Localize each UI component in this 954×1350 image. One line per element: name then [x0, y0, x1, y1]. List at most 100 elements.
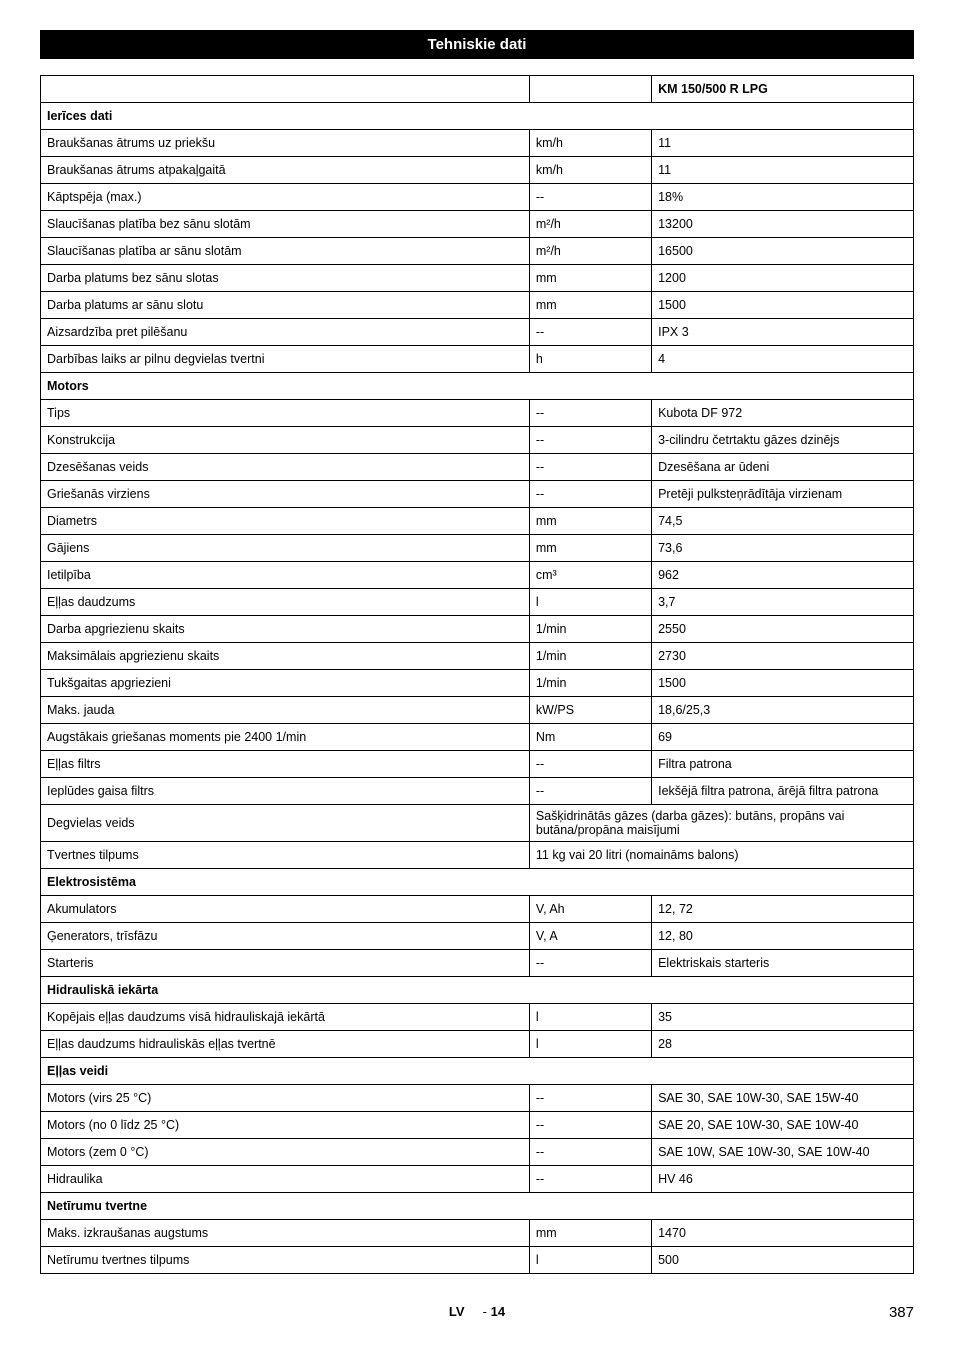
unit-cell: 1/min: [529, 643, 651, 670]
unit-cell: 1/min: [529, 670, 651, 697]
unit-cell: Nm: [529, 724, 651, 751]
value-cell: 73,6: [652, 535, 914, 562]
unit-cell: --: [529, 319, 651, 346]
table-row: Degvielas veidsSašķidrinātās gāzes (darb…: [41, 805, 914, 842]
table-row: Eļļas filtrs--Filtra patrona: [41, 751, 914, 778]
section-header-row: Hidrauliskā iekārta: [41, 977, 914, 1004]
unit-cell: m²/h: [529, 238, 651, 265]
footer-lang: LV: [449, 1304, 465, 1319]
value-cell: 3,7: [652, 589, 914, 616]
unit-cell: --: [529, 184, 651, 211]
section-header-row: Ierīces dati: [41, 103, 914, 130]
table-row: Konstrukcija--3-cilindru četrtaktu gāzes…: [41, 427, 914, 454]
label-cell: Starteris: [41, 950, 530, 977]
table-row: Kopējais eļļas daudzums visā hidrauliska…: [41, 1004, 914, 1031]
value-cell: Elektriskais starteris: [652, 950, 914, 977]
label-cell: Darbības laiks ar pilnu degvielas tvertn…: [41, 346, 530, 373]
unit-cell: V, Ah: [529, 896, 651, 923]
section-header-row: Netīrumu tvertne: [41, 1193, 914, 1220]
label-cell: Maks. izkraušanas augstums: [41, 1220, 530, 1247]
label-cell: Motors (zem 0 °C): [41, 1139, 530, 1166]
footer-page-num: 14: [491, 1304, 505, 1319]
section-title-cell: Netīrumu tvertne: [41, 1193, 914, 1220]
label-cell: Tvertnes tilpums: [41, 842, 530, 869]
label-cell: Motors (virs 25 °C): [41, 1085, 530, 1112]
unit-cell: --: [529, 481, 651, 508]
table-row: Motors (no 0 līdz 25 °C)--SAE 20, SAE 10…: [41, 1112, 914, 1139]
table-row: Netīrumu tvertnes tilpumsl500: [41, 1247, 914, 1274]
table-row: Kāptspēja (max.)--18%: [41, 184, 914, 211]
value-cell: 11: [652, 157, 914, 184]
unit-cell: h: [529, 346, 651, 373]
table-row: Darba platums ar sānu slotumm1500: [41, 292, 914, 319]
unit-cell: mm: [529, 265, 651, 292]
footer-center: LV - 14: [449, 1304, 505, 1319]
unit-cell: --: [529, 778, 651, 805]
value-cell: HV 46: [652, 1166, 914, 1193]
unit-cell: --: [529, 751, 651, 778]
table-row: Motors (virs 25 °C)--SAE 30, SAE 10W-30,…: [41, 1085, 914, 1112]
table-row: Darbības laiks ar pilnu degvielas tvertn…: [41, 346, 914, 373]
value-cell: Filtra patrona: [652, 751, 914, 778]
label-cell: Akumulators: [41, 896, 530, 923]
label-cell: Eļļas filtrs: [41, 751, 530, 778]
label-cell: Slaucīšanas platība ar sānu slotām: [41, 238, 530, 265]
value-cell: Dzesēšana ar ūdeni: [652, 454, 914, 481]
value-cell: 1200: [652, 265, 914, 292]
table-row: Tukšgaitas apgriezieni1/min1500: [41, 670, 914, 697]
page-title-bar: Tehniskie dati: [40, 30, 914, 59]
label-cell: Netīrumu tvertnes tilpums: [41, 1247, 530, 1274]
table-row: Slaucīšanas platība bez sānu slotāmm²/h1…: [41, 211, 914, 238]
value-cell: 12, 72: [652, 896, 914, 923]
table-row: Diametrsmm74,5: [41, 508, 914, 535]
section-title-cell: Motors: [41, 373, 914, 400]
table-row: Ietilpībacm³962: [41, 562, 914, 589]
section-title-cell: Hidrauliskā iekārta: [41, 977, 914, 1004]
footer-dash: -: [483, 1304, 487, 1319]
unit-cell: l: [529, 589, 651, 616]
specs-table: KM 150/500 R LPG Ierīces datiBraukšanas …: [40, 75, 914, 1274]
section-title-cell: Eļļas veidi: [41, 1058, 914, 1085]
table-row: Starteris--Elektriskais starteris: [41, 950, 914, 977]
label-cell: Kāptspēja (max.): [41, 184, 530, 211]
unit-cell: --: [529, 1085, 651, 1112]
label-cell: Eļļas daudzums: [41, 589, 530, 616]
table-row: Gājiensmm73,6: [41, 535, 914, 562]
label-cell: Darba platums ar sānu slotu: [41, 292, 530, 319]
value-cell: 4: [652, 346, 914, 373]
table-row: AkumulatorsV, Ah12, 72: [41, 896, 914, 923]
label-cell: Ietilpība: [41, 562, 530, 589]
unit-cell: m²/h: [529, 211, 651, 238]
value-cell: 18,6/25,3: [652, 697, 914, 724]
unit-cell: mm: [529, 292, 651, 319]
footer-total: 387: [889, 1304, 914, 1321]
value-cell: SAE 20, SAE 10W-30, SAE 10W-40: [652, 1112, 914, 1139]
model-header-cell: KM 150/500 R LPG: [652, 76, 914, 103]
label-cell: Motors (no 0 līdz 25 °C): [41, 1112, 530, 1139]
unit-cell: --: [529, 950, 651, 977]
unit-cell: --: [529, 400, 651, 427]
table-row: Aizsardzība pret pilēšanu--IPX 3: [41, 319, 914, 346]
label-cell: Diametrs: [41, 508, 530, 535]
label-cell: Braukšanas ātrums uz priekšu: [41, 130, 530, 157]
unit-cell: km/h: [529, 130, 651, 157]
table-row: Eļļas daudzums hidrauliskās eļļas tvertn…: [41, 1031, 914, 1058]
table-row: Ģenerators, trīsfāzuV, A12, 80: [41, 923, 914, 950]
value-cell: Kubota DF 972: [652, 400, 914, 427]
model-header-row: KM 150/500 R LPG: [41, 76, 914, 103]
table-row: Augstākais griešanas moments pie 2400 1/…: [41, 724, 914, 751]
value-cell: 1470: [652, 1220, 914, 1247]
value-cell: 74,5: [652, 508, 914, 535]
table-row: Darba platums bez sānu slotasmm1200: [41, 265, 914, 292]
unit-cell: l: [529, 1247, 651, 1274]
value-cell: 11: [652, 130, 914, 157]
unit-cell: --: [529, 1166, 651, 1193]
table-row: Slaucīšanas platība ar sānu slotāmm²/h16…: [41, 238, 914, 265]
label-cell: Augstākais griešanas moments pie 2400 1/…: [41, 724, 530, 751]
table-row: Maks. jaudakW/PS18,6/25,3: [41, 697, 914, 724]
value-cell: SAE 10W, SAE 10W-30, SAE 10W-40: [652, 1139, 914, 1166]
table-row: Griešanās virziens--Pretēji pulksteņrādī…: [41, 481, 914, 508]
label-cell: Ieplūdes gaisa filtrs: [41, 778, 530, 805]
unit-cell: mm: [529, 535, 651, 562]
table-row: Dzesēšanas veids--Dzesēšana ar ūdeni: [41, 454, 914, 481]
